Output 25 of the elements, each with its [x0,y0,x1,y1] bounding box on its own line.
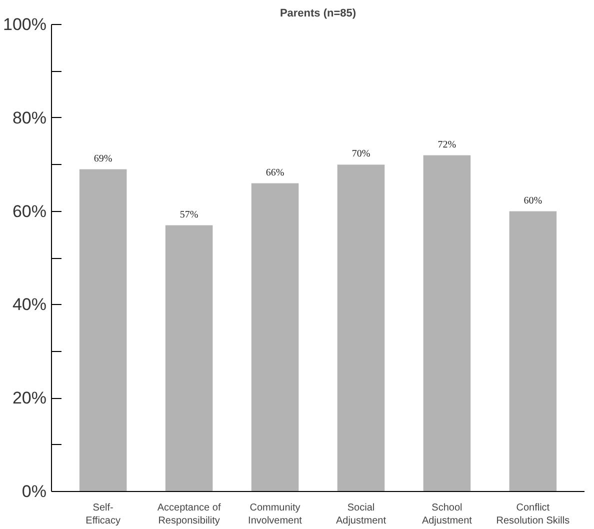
x-tick-label: School Adjustment [422,502,472,527]
x-tick-label: Community Involvement [248,502,302,527]
x-tick-label: Conflict Resolution Skills [496,502,570,527]
y-tick-label: 100% [3,15,47,34]
data-label: 72% [438,139,456,150]
bar [251,183,299,492]
data-label: 66% [266,167,284,178]
y-tick-label: 40% [12,295,47,314]
bar [337,164,385,492]
y-tick-label: 80% [12,108,47,128]
bar [509,211,557,492]
x-tick-label: Self- Efficacy [86,502,121,527]
y-tick-label: 0% [22,482,47,501]
bar [423,155,471,492]
x-tick-label: Social Adjustment [336,502,386,527]
data-label: 60% [524,195,542,206]
data-label: 70% [352,148,370,160]
bar [165,225,213,492]
x-tick-label: Acceptance of Responsibility [157,502,221,527]
data-label: 57% [180,209,198,220]
data-label: 69% [94,153,112,164]
chart-title: Parents (n=85) [280,8,356,20]
bar [79,169,127,492]
y-tick-label: 20% [12,388,47,408]
y-tick-label: 60% [12,202,47,221]
